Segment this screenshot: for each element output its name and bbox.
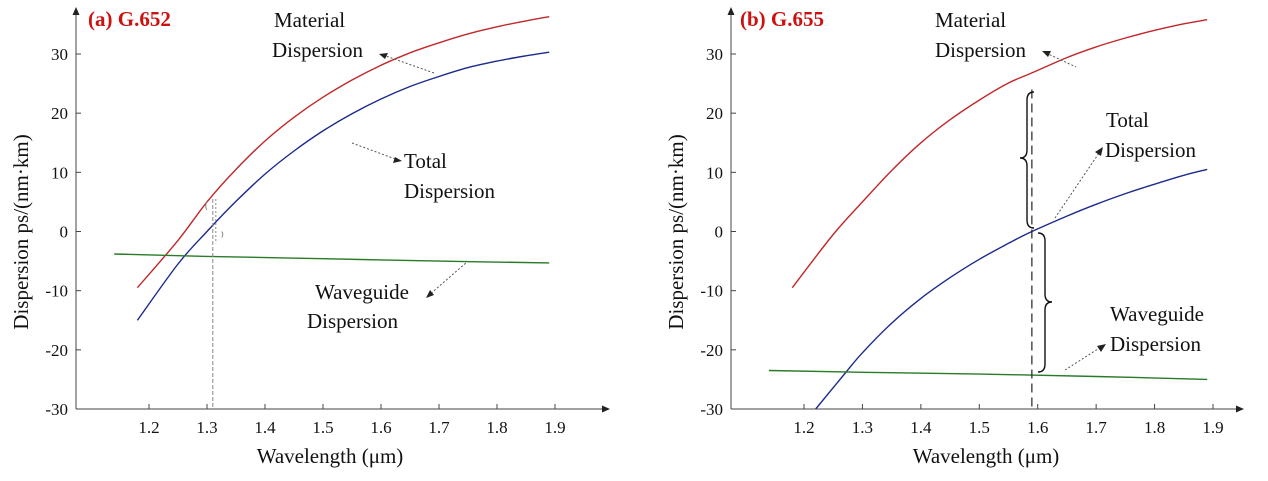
marker-brace	[205, 201, 224, 238]
annotation-line: Waveguide	[1110, 302, 1204, 326]
x-axis-arrow-icon	[602, 405, 610, 413]
x-tick-label: 1.6	[1027, 418, 1048, 437]
y-tick-label: -10	[700, 282, 723, 301]
tick-group: 30 20 10 0 -10 -20 -30 1.2 1.3 1.4 1.5 1.6 1.7 1.8 1.9	[45, 45, 565, 437]
marker-group	[205, 198, 224, 409]
y-tick-label: 0	[60, 223, 69, 242]
annotation-line: Material	[935, 8, 1006, 32]
series-total-line	[815, 168, 1208, 410]
leader-line	[351, 142, 399, 161]
leader-arrow-icon	[426, 290, 434, 298]
brace-upper	[1019, 91, 1035, 229]
y-tick-label: 30	[51, 45, 68, 64]
x-axis-label: Wavelength (μm)	[913, 444, 1060, 468]
x-axis-label: Wavelength (μm)	[257, 444, 404, 468]
series-material-line	[136, 16, 550, 289]
y-tick-label: 0	[715, 223, 724, 242]
x-tick-label: 1.4	[910, 418, 932, 437]
annotation-line: Dispersion	[404, 179, 495, 203]
series-material-line	[791, 19, 1208, 289]
annotation-line: Dispersion	[1105, 138, 1196, 162]
y-tick-label: 20	[51, 104, 68, 123]
y-tick-label: -30	[700, 400, 723, 419]
x-axis-arrow-icon	[1236, 405, 1244, 413]
x-tick-label: 1.8	[1144, 418, 1165, 437]
tick-group: 30 20 10 0 -10 -20 -30 1.2 1.3 1.4 1.5 1.6 1.7 1.8 1.9	[700, 45, 1223, 437]
annotation-line: Total	[404, 149, 447, 173]
y-axis-arrow-icon	[727, 7, 735, 15]
x-tick-label: 1.2	[138, 418, 159, 437]
y-axis-arrow-icon	[72, 7, 80, 15]
annotation-waveguide: Waveguide Dispersion	[307, 261, 468, 333]
leader-arrow-icon	[379, 53, 388, 59]
leader-arrow-icon	[1095, 147, 1103, 156]
series-waveguide-line	[768, 369, 1208, 381]
annotation-line: Total	[1106, 108, 1149, 132]
annotation-total: Total Dispersion	[351, 142, 495, 203]
x-tick-label: 1.7	[1086, 418, 1108, 437]
panel-title: (a) G.652	[88, 7, 171, 31]
leader-arrow-icon	[1097, 344, 1106, 352]
curve-group	[768, 19, 1208, 410]
x-tick-label: 1.5	[312, 418, 333, 437]
y-tick-label: -30	[45, 400, 68, 419]
annotation-line: Dispersion	[307, 309, 398, 333]
annotation-line: Dispersion	[272, 38, 363, 62]
x-tick-label: 1.6	[370, 418, 391, 437]
annotation-material: Material Dispersion	[935, 8, 1077, 68]
x-tick-label: 1.9	[544, 418, 565, 437]
y-tick-label: 10	[51, 163, 68, 182]
brace-lower	[1037, 232, 1053, 373]
x-tick-label: 1.8	[486, 418, 507, 437]
annotation-total: Total Dispersion	[1054, 108, 1196, 219]
x-tick-label: 1.4	[254, 418, 276, 437]
leader-line	[382, 54, 435, 74]
panel-g655: 30 20 10 0 -10 -20 -30 1.2 1.3 1.4 1.5 1.6 1.7 1.8 1.9…	[664, 7, 1244, 468]
annotation-line: Waveguide	[315, 280, 409, 304]
x-tick-label: 1.2	[793, 418, 814, 437]
annotation-material: Material Dispersion	[272, 8, 435, 74]
y-axis-label: Dispersion ps/(nm·km)	[664, 134, 688, 329]
leader-line	[1045, 52, 1077, 68]
leader-line	[427, 261, 468, 297]
panel-g652: 30 20 10 0 -10 -20 -30 1.2 1.3 1.4 1.5 1.6 1.7 1.8 1.9…	[9, 7, 610, 468]
x-tick-label: 1.5	[969, 418, 990, 437]
curve-group	[114, 16, 550, 321]
x-tick-label: 1.3	[196, 418, 217, 437]
y-axis-label: Dispersion ps/(nm·km)	[9, 134, 33, 329]
leader-arrow-icon	[393, 157, 402, 163]
x-tick-label: 1.9	[1202, 418, 1223, 437]
x-tick-label: 1.7	[428, 418, 450, 437]
annotation-line: Material	[274, 8, 345, 32]
leader-line	[1054, 152, 1100, 219]
panel-title: (b) G.655	[740, 7, 824, 31]
x-tick-label: 1.3	[852, 418, 873, 437]
y-tick-label: -10	[45, 282, 68, 301]
annotation-line: Dispersion	[935, 38, 1026, 62]
y-tick-label: 20	[706, 104, 723, 123]
annotation-line: Dispersion	[1110, 332, 1201, 356]
y-tick-label: 30	[706, 45, 723, 64]
series-waveguide-line	[114, 253, 550, 264]
y-tick-label: -20	[700, 341, 723, 360]
y-tick-label: -20	[45, 341, 68, 360]
leader-line	[1064, 346, 1102, 371]
y-tick-label: 10	[706, 163, 723, 182]
leader-arrow-icon	[1042, 51, 1051, 57]
annotation-waveguide: Waveguide Dispersion	[1064, 302, 1204, 371]
